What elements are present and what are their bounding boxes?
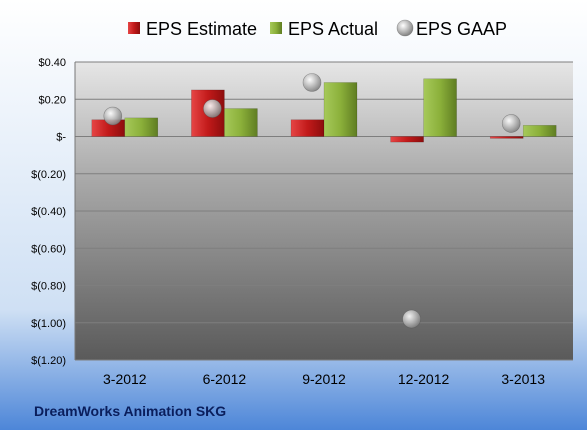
y-tick-label: $0.20 xyxy=(38,94,66,106)
legend-swatch xyxy=(128,22,140,34)
y-tick-label: $(0.60) xyxy=(31,243,66,255)
eps-actual-bar xyxy=(522,125,557,137)
y-tick-label: $(0.40) xyxy=(31,206,66,218)
eps-gaap-marker xyxy=(501,114,521,133)
eps-actual-bar xyxy=(224,108,258,137)
legend-swatch xyxy=(270,22,282,34)
x-tick-label: 3-2012 xyxy=(103,371,147,387)
legend-label: EPS Actual xyxy=(288,19,378,39)
eps-actual-bar xyxy=(323,82,358,137)
gaap-markers xyxy=(103,73,521,329)
x-tick-label: 12-2012 xyxy=(398,371,450,387)
x-tick-label: 9-2012 xyxy=(302,371,346,387)
y-tick-label: $(1.20) xyxy=(31,355,66,367)
y-tick-label: $(1.00) xyxy=(31,318,66,330)
eps-actual-bar xyxy=(124,117,159,137)
eps-actual-bar xyxy=(423,78,457,137)
legend-label: EPS GAAP xyxy=(416,19,507,39)
x-tick-label: 3-2013 xyxy=(501,371,545,387)
y-tick-label: $(0.20) xyxy=(31,169,66,181)
y-tick-label: $0.40 xyxy=(38,57,66,69)
x-tick-label: 6-2012 xyxy=(203,371,247,387)
y-tick-label: $(0.80) xyxy=(31,281,66,293)
y-axis-ticks: $0.40 $0.20 $- $(0.20) $(0.40) $(0.60) $(0.80)… xyxy=(31,57,66,367)
legend: EPS Estimate EPS Actual EPS GAAP xyxy=(128,19,507,39)
eps-gaap-marker xyxy=(103,106,123,126)
eps-gaap-marker xyxy=(302,73,322,92)
x-axis-labels: 3-2012 6-2012 9-2012 12-2012 3-2013 xyxy=(103,371,545,387)
eps-estimate-bar xyxy=(290,119,325,137)
legend-label: EPS Estimate xyxy=(146,19,257,39)
chart-caption: DreamWorks Animation SKG xyxy=(34,403,226,419)
eps-estimate-bar xyxy=(390,136,424,143)
eps-gaap-marker xyxy=(203,99,222,118)
eps-gaap-marker xyxy=(402,309,421,329)
eps-estimate-bar xyxy=(489,136,524,139)
y-tick-label: $- xyxy=(56,132,66,144)
legend-swatch xyxy=(396,19,414,37)
